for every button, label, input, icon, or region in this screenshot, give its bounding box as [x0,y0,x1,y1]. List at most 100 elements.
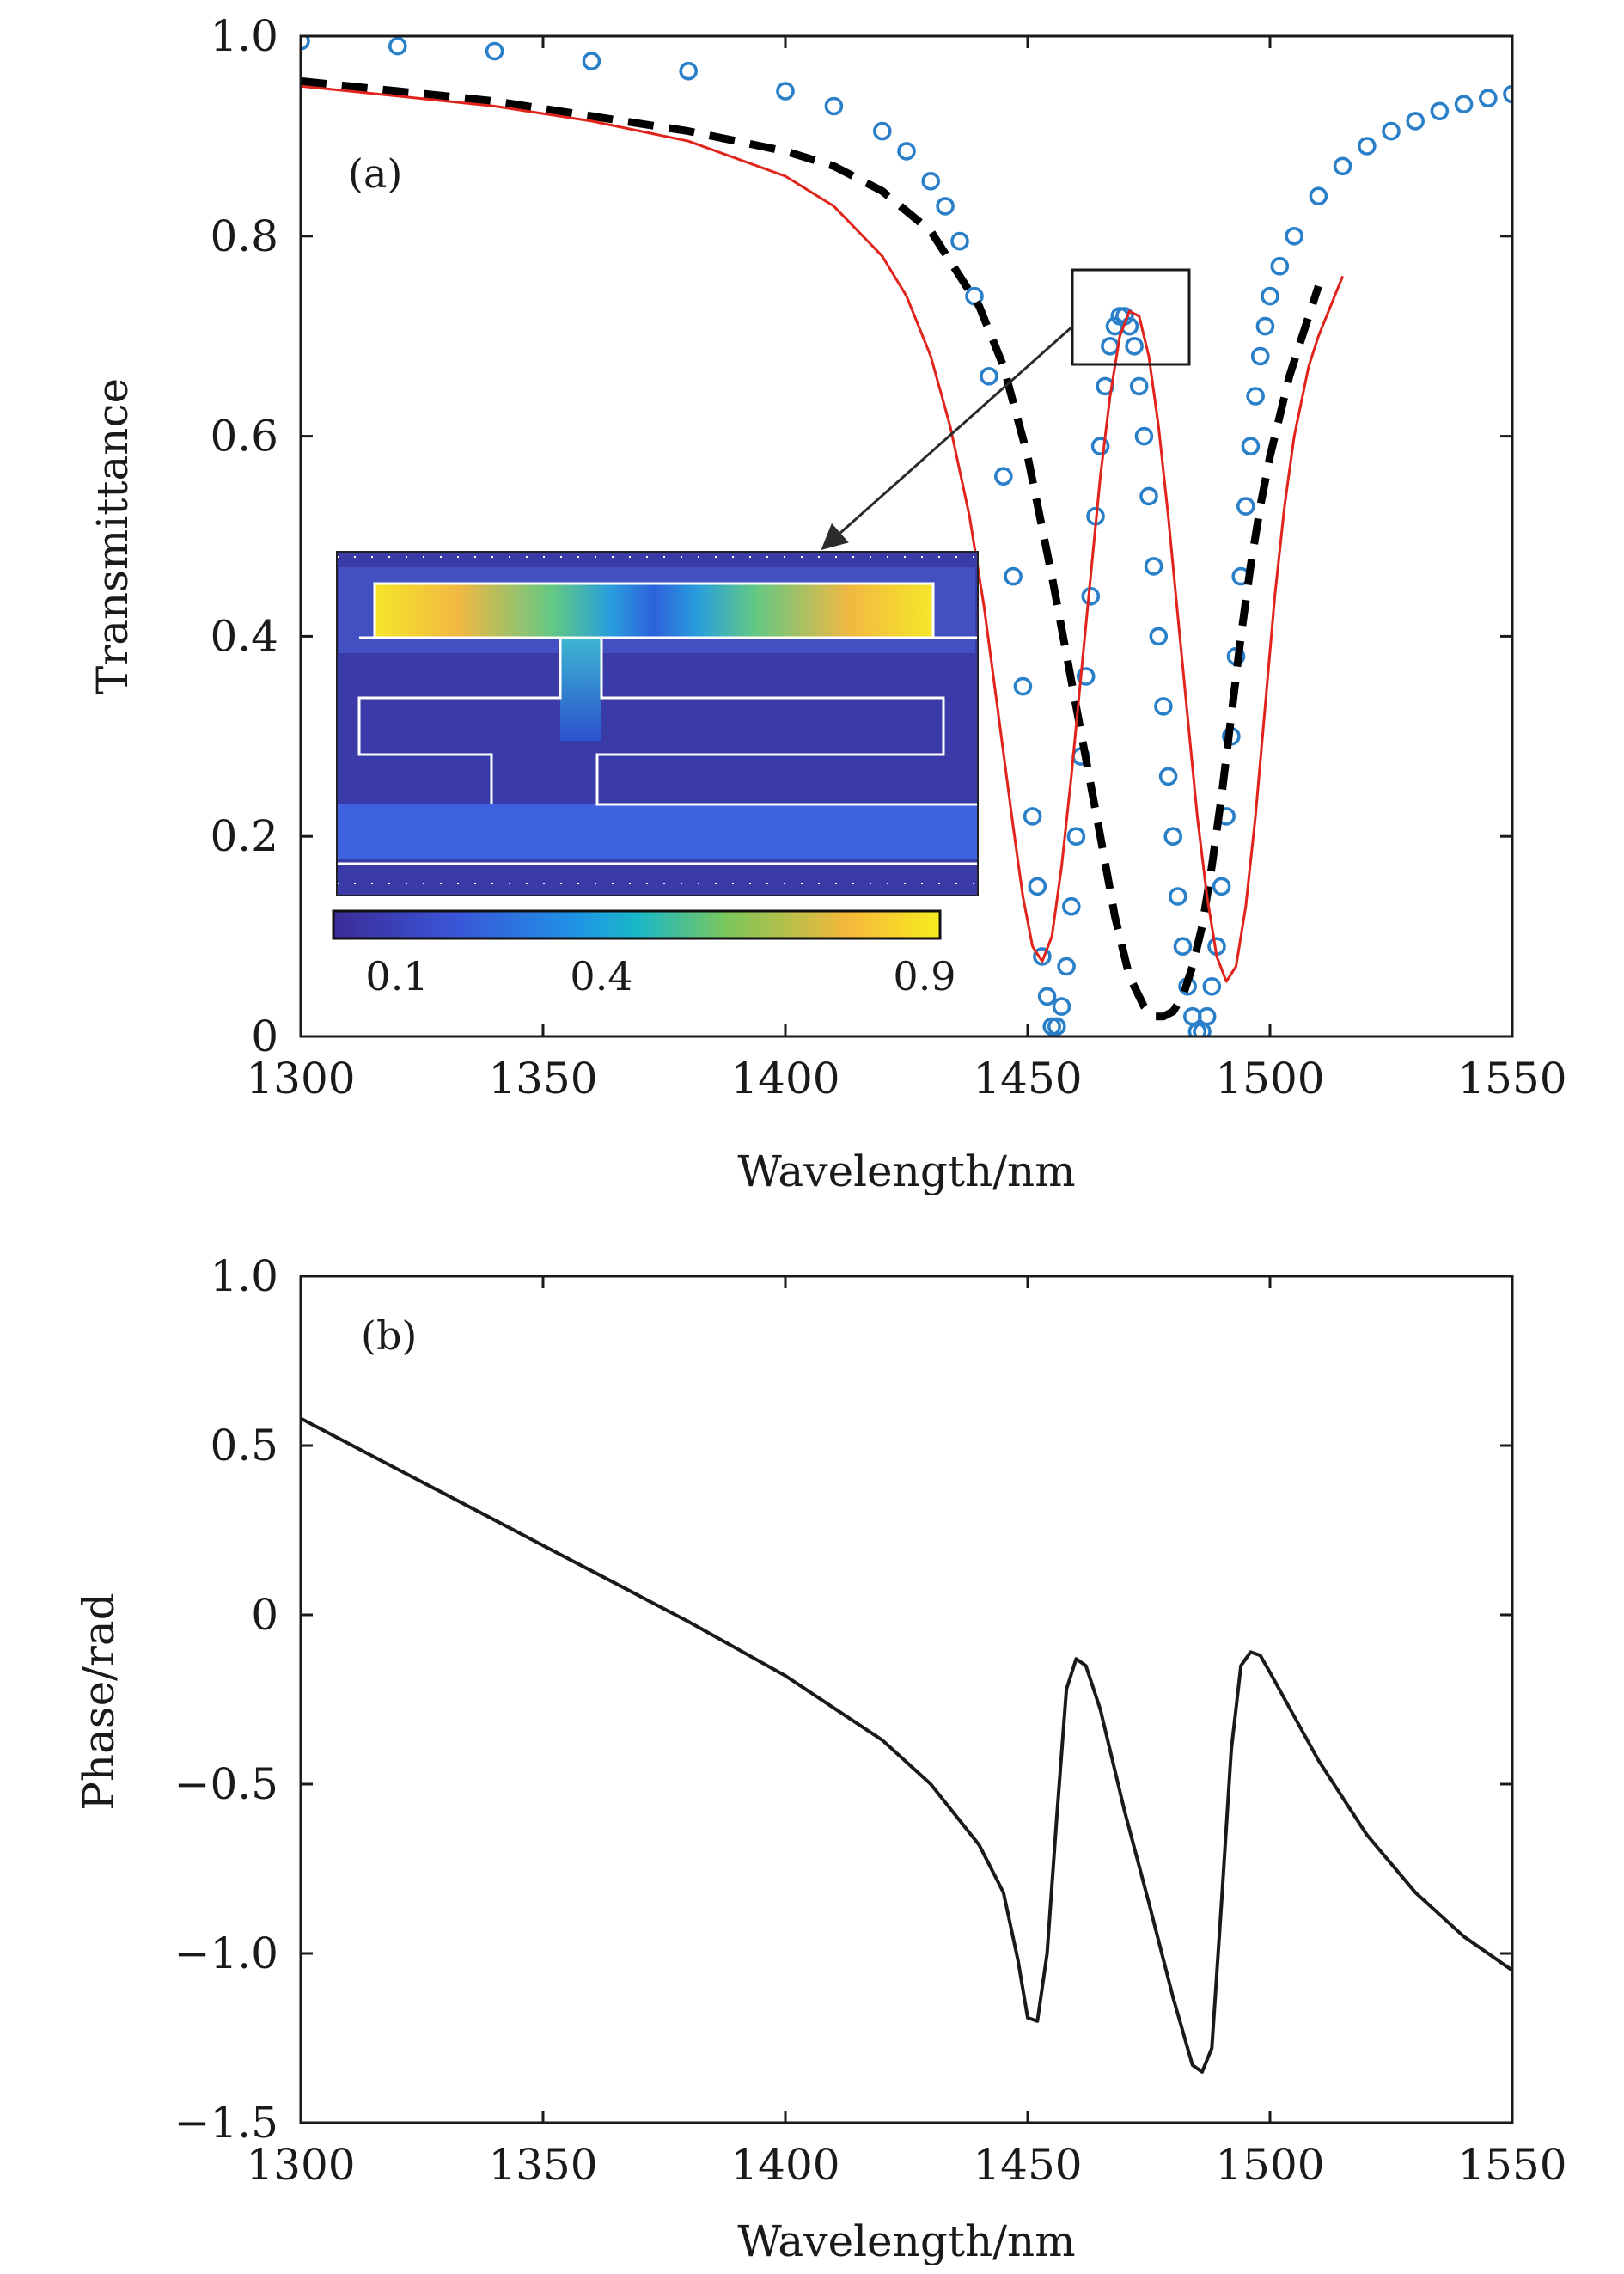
x-tick-label-a-3: 1450 [973,1054,1082,1103]
x-axis-title-a: Wavelength/nm [737,1146,1075,1196]
data-point-a-0-53 [1197,1006,1217,1026]
data-point-a-0-56 [1212,877,1231,896]
data-point-a-0-19 [1033,947,1052,966]
data-point-a-0-23 [1052,997,1071,1016]
colorbar [332,909,942,940]
data-point-a-0-28 [1076,667,1096,686]
data-point-a-0-72 [1382,121,1401,141]
data-point-a-0-7 [873,121,892,141]
series-line-b-0 [301,1416,1512,2074]
data-point-a-0-17 [1023,807,1042,826]
data-point-a-0-54 [1202,977,1222,996]
data-point-a-0-63 [1246,387,1265,406]
data-point-a-0-41 [1139,486,1158,506]
data-point-a-0-29 [1081,586,1101,606]
data-point-a-0-20 [1037,987,1057,1006]
panel-a: 0.1 0.4 0.9 1300 1350 1400 1450 1500 1550 0 0.2… [88,11,1567,1196]
y-tick-label-a-4: 0.8 [210,211,278,261]
data-point-a-0-43 [1149,627,1169,646]
data-point-a-0-64 [1250,346,1270,366]
data-point-a-0-9 [921,172,940,191]
data-point-a-0-4 [679,61,699,81]
data-point-a-0-71 [1358,137,1377,156]
x-tick-label-a-2: 1400 [730,1054,839,1103]
data-point-a-0-38 [1125,336,1144,356]
data-point-a-0-73 [1406,112,1425,131]
y-axis-title-a: Transmittance [88,378,137,694]
data-point-a-0-1 [388,36,407,56]
data-point-a-0-37 [1120,316,1139,336]
data-point-a-0-26 [1066,827,1086,847]
inset-field-map: 0.1 0.4 0.9 [332,551,979,999]
data-point-a-0-66 [1261,286,1279,306]
data-point-a-0-31 [1090,437,1110,456]
panel-label-a: (a) [348,150,402,197]
data-point-a-0-62 [1241,437,1261,456]
data-point-a-0-14 [994,467,1013,486]
data-point-a-0-76 [1479,89,1498,107]
data-point-a-0-74 [1430,101,1450,121]
inset-border [336,551,979,896]
data-point-a-0-45 [1158,767,1178,786]
series-b-layer [301,1416,1512,2074]
data-point-a-0-69 [1309,186,1328,205]
data-point-a-0-44 [1154,697,1173,716]
data-point-a-0-8 [897,142,916,161]
y-tick-label-b-1: −1.0 [174,1929,278,1978]
colorbar-tick-2: 0.9 [893,953,955,999]
data-point-a-0-46 [1163,827,1182,847]
x-tick-label-b-2: 1400 [730,2140,839,2190]
data-point-a-0-0 [301,36,310,51]
inset-stem [560,638,601,741]
x-tick-label-b-4: 1500 [1215,2140,1324,2190]
data-point-a-0-3 [582,52,601,70]
inset-outline [337,582,978,865]
y-tick-label-b-2: −0.5 [174,1759,278,1809]
inset-frame-ticks [337,556,978,884]
data-point-a-0-2 [485,41,504,61]
colorbar-tick-1: 0.4 [570,953,632,999]
data-point-a-0-22 [1047,1017,1066,1036]
x-axis-title-b: Wavelength/nm [737,2216,1075,2266]
inset-bottom-band [337,804,978,859]
colorbar-tick-0: 0.1 [365,953,428,999]
y-tick-label-a-5: 1.0 [210,11,278,61]
inset-top-bar [375,584,933,638]
series-a-layer [301,36,1512,1036]
data-point-a-0-48 [1173,937,1193,956]
data-point-a-0-70 [1333,156,1352,176]
y-tick-label-a-1: 0.2 [210,811,278,861]
data-point-a-0-47 [1169,887,1187,906]
axis-ticks-b: 1300 1350 1400 1450 1500 1550 −1.5 −1.0 −0.5 0 0.5… [174,1251,1567,2190]
data-point-a-0-5 [776,82,795,101]
x-tick-label-b-3: 1450 [973,2140,1082,2190]
data-point-a-0-18 [1028,877,1047,896]
plot-frame-b [299,1275,1514,2124]
x-tick-label-b-0: 1300 [246,2140,355,2190]
plot-frame-a [299,34,1514,1038]
data-point-a-0-6 [824,96,844,116]
axis-ticks-a: 1300 1350 1400 1450 1500 1550 0 0.2 0.4 0.6 0.8 1.0 [210,11,1566,1103]
data-point-a-0-75 [1454,95,1474,113]
data-point-a-0-24 [1057,957,1076,976]
data-point-a-0-61 [1236,497,1255,516]
x-tick-label-a-0: 1300 [246,1054,355,1103]
x-tick-label-a-1: 1350 [488,1054,597,1103]
data-point-a-0-15 [1004,566,1023,586]
y-tick-label-b-0: −1.5 [174,2098,278,2148]
data-point-a-0-67 [1270,256,1290,276]
data-point-a-0-25 [1062,896,1081,916]
series-line-a-1 [301,76,1322,1021]
data-point-a-0-11 [950,231,969,251]
y-tick-label-b-5: 1.0 [210,1251,278,1301]
panel-b: 1300 1350 1400 1450 1500 1550 −1.5 −1.0 −0.5 0 0.5… [74,1251,1567,2266]
y-tick-label-a-0: 0 [251,1012,278,1061]
zoom-arrow [821,325,1073,550]
data-point-a-0-68 [1285,226,1303,246]
zoom-box [1071,268,1191,366]
y-tick-label-a-3: 0.6 [210,412,278,462]
data-point-a-0-33 [1101,336,1120,356]
y-tick-label-a-2: 0.4 [210,611,278,661]
panel-label-b: (b) [361,1312,417,1359]
